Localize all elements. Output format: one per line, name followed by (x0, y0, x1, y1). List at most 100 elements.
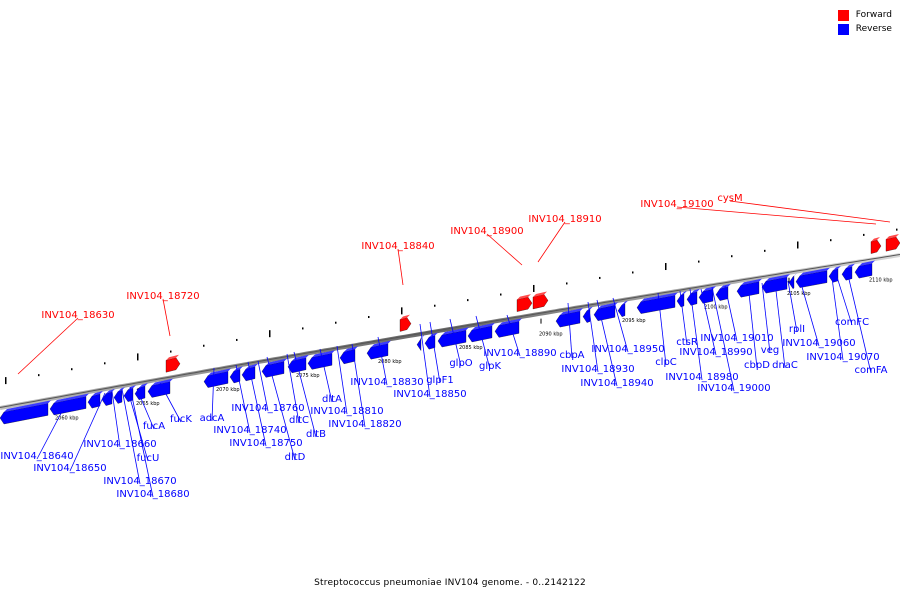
gene-label[interactable]: INV104_18850 (393, 389, 466, 400)
gene-fwd-2[interactable] (516, 294, 533, 312)
gene-fwd-4[interactable] (870, 237, 882, 254)
gene-rev-11[interactable] (261, 358, 287, 378)
gene-rev-36[interactable] (854, 260, 875, 279)
gene-rev-32[interactable] (788, 272, 797, 290)
gene-rev-33[interactable] (795, 267, 830, 288)
gene-label[interactable]: comFC (835, 317, 869, 328)
gene-rev-7[interactable] (147, 378, 173, 398)
gene-label[interactable]: INV104_18810 (310, 406, 383, 417)
gene-rev-29[interactable] (715, 283, 731, 301)
gene-rev-18[interactable] (437, 327, 469, 348)
gene-label[interactable]: dltC (289, 415, 309, 426)
gene-label[interactable]: INV104_18640 (0, 451, 73, 462)
leader-line (724, 285, 738, 342)
gene-label[interactable]: cbpD (744, 360, 770, 371)
gene-label[interactable]: INV104_19100 (640, 199, 713, 210)
gene-label[interactable]: INV104_18650 (33, 463, 106, 474)
gene-label[interactable]: INV104_18750 (229, 438, 302, 449)
gene-label[interactable]: INV104_18760 (231, 403, 304, 414)
gene-label[interactable]: glpO (449, 358, 472, 369)
gene-fwd-3[interactable] (532, 291, 549, 310)
gene-label[interactable]: rplI (789, 324, 805, 335)
gene-label[interactable]: INV104_18670 (103, 476, 176, 487)
leader-line (111, 390, 121, 448)
gene-rev-21[interactable] (555, 308, 583, 328)
gene-rev-24[interactable] (617, 300, 628, 317)
gene-label[interactable]: INV104_19060 (782, 338, 855, 349)
gene-label[interactable]: cbpA (559, 350, 584, 361)
gene-label[interactable]: INV104_18910 (528, 214, 601, 225)
gene-label[interactable]: dnaC (772, 360, 798, 371)
tick-label: 2080 kbp (378, 359, 402, 365)
gene-rev-15[interactable] (366, 340, 391, 360)
gene-label[interactable]: glpK (479, 361, 501, 372)
gene-fwd-5[interactable] (885, 234, 900, 252)
gene-rev-6[interactable] (134, 382, 148, 400)
gene-label[interactable]: INV104_18630 (41, 310, 114, 321)
gene-label[interactable]: cysM (717, 193, 742, 204)
gene-rev-25[interactable] (636, 292, 678, 314)
gene-fwd-0[interactable] (165, 354, 181, 373)
gene-rev-14[interactable] (339, 346, 358, 365)
gene-rev-13[interactable] (307, 350, 335, 370)
legend-forward-label: Forward (855, 10, 892, 20)
leader-line (679, 290, 688, 346)
leader-line (69, 392, 106, 472)
gene-label[interactable]: adcA (200, 413, 225, 424)
gene-rev-26[interactable] (676, 290, 687, 308)
gene-label[interactable]: INV104_18930 (561, 364, 634, 375)
gene-label[interactable]: INV104_18660 (83, 439, 156, 450)
leader-line (159, 382, 182, 423)
gene-label[interactable]: INV104_18820 (328, 419, 401, 430)
gene-rev-27[interactable] (686, 288, 700, 306)
gene-label[interactable]: glpF1 (426, 375, 454, 386)
gene-label[interactable]: veg (761, 345, 779, 356)
gene-label[interactable]: INV104_18940 (580, 378, 653, 389)
gene-rev-4[interactable] (113, 387, 125, 404)
gene-label[interactable]: fucA (143, 421, 165, 432)
gene-label[interactable]: clpC (655, 357, 677, 368)
label-leaders (17, 200, 891, 498)
map-caption: Streptococcus pneumoniae INV104 genome. … (314, 578, 586, 588)
leader-line (711, 286, 735, 392)
position-dot (566, 282, 568, 285)
position-dot (236, 338, 238, 341)
gene-rev-17[interactable] (424, 332, 438, 350)
gene-label[interactable]: INV104_19010 (700, 333, 773, 344)
gene-label[interactable]: INV104_18890 (483, 348, 556, 359)
gene-rev-28[interactable] (698, 286, 716, 304)
leader-line (676, 206, 877, 225)
gene-rev-0[interactable] (0, 400, 51, 425)
gene-rev-1[interactable] (49, 393, 89, 416)
gene-rev-31[interactable] (761, 274, 790, 294)
position-dot (863, 233, 865, 236)
gene-rev-22[interactable] (582, 306, 593, 323)
gene-label[interactable]: ctsR (676, 337, 698, 348)
gene-rev-30[interactable] (736, 278, 762, 298)
gene-label[interactable]: dltB (306, 429, 326, 440)
gene-label[interactable]: INV104_18740 (213, 425, 286, 436)
gene-label[interactable]: INV104_18980 (665, 372, 738, 383)
leader-line (700, 288, 717, 356)
gene-label[interactable]: INV104_18830 (350, 377, 423, 388)
gene-fwd-1[interactable] (399, 314, 412, 332)
tick-label: 2100 kbp (704, 304, 728, 310)
gene-label[interactable]: INV104_18840 (361, 241, 434, 252)
gene-label[interactable]: fucK (170, 414, 192, 425)
gene-label[interactable]: dltA (322, 394, 342, 405)
tick-label: 2090 kbp (539, 332, 563, 338)
position-dot (467, 299, 469, 302)
gene-label[interactable]: INV104_18900 (450, 226, 523, 237)
gene-rev-2[interactable] (87, 391, 103, 409)
gene-label[interactable]: comFA (854, 365, 887, 376)
gene-label[interactable]: INV104_18990 (679, 347, 752, 358)
gene-label[interactable]: dltD (285, 452, 306, 463)
gene-label[interactable]: INV104_18950 (591, 344, 664, 355)
gene-rev-34[interactable] (828, 265, 841, 283)
gene-label[interactable]: INV104_18680 (116, 489, 189, 500)
gene-label[interactable]: fucU (137, 453, 160, 464)
gene-label[interactable]: INV104_18720 (126, 291, 199, 302)
genome-backbone (0, 253, 900, 410)
gene-label[interactable]: INV104_19000 (697, 383, 770, 394)
gene-label[interactable]: INV104_19070 (806, 352, 879, 363)
